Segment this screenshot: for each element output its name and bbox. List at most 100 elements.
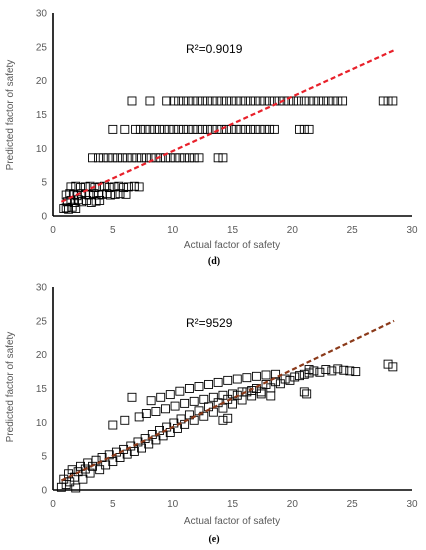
data-point <box>378 96 388 106</box>
data-point <box>141 409 151 418</box>
data-point <box>161 404 170 414</box>
data-point <box>223 413 233 423</box>
data-point <box>101 460 111 470</box>
x-tick-label: 15 <box>227 225 239 236</box>
data-point <box>293 96 303 106</box>
data-point <box>250 96 260 106</box>
data-point <box>104 183 114 193</box>
data-point <box>61 203 71 213</box>
data-point <box>251 371 261 381</box>
x-tick-label: 25 <box>347 225 359 236</box>
data-point <box>265 124 275 134</box>
data-point <box>266 391 276 401</box>
data-point <box>304 124 314 134</box>
y-tick-label: 10 <box>36 418 48 429</box>
data-point <box>295 371 304 381</box>
data-point <box>117 153 127 163</box>
trendline <box>60 319 395 482</box>
y-axis-label: Predicted factor of safety <box>5 332 16 443</box>
data-point <box>299 124 309 134</box>
data-point <box>339 365 349 375</box>
data-point <box>333 364 343 374</box>
data-point <box>146 396 156 406</box>
x-axis-label: Actual factor of safety <box>184 516 280 527</box>
data-point <box>204 379 214 389</box>
data-point <box>247 391 257 401</box>
data-point <box>383 96 393 106</box>
x-tick-label: 15 <box>227 499 239 510</box>
y-tick-label: 30 <box>36 283 48 294</box>
data-point <box>207 96 217 106</box>
data-point <box>131 124 141 134</box>
data-point <box>199 394 209 404</box>
data-point <box>132 153 142 163</box>
data-point <box>95 182 105 192</box>
x-tick-label: 30 <box>406 499 418 510</box>
data-point <box>178 96 188 106</box>
data-point <box>108 153 118 163</box>
data-point <box>134 182 144 192</box>
data-point <box>162 96 172 106</box>
data-point <box>184 384 194 393</box>
data-point <box>241 96 251 106</box>
data-point <box>127 96 137 106</box>
data-point <box>256 387 266 397</box>
data-point <box>242 373 252 383</box>
y-tick-label: 25 <box>36 42 48 53</box>
data-point <box>299 369 309 379</box>
data-point <box>100 181 109 191</box>
y-axis-title-d: Predicted factor of safety <box>5 60 16 171</box>
data-point <box>140 124 150 134</box>
data-point <box>245 96 255 106</box>
data-point <box>208 407 218 417</box>
data-point <box>198 96 208 106</box>
data-point <box>127 392 137 402</box>
data-point <box>66 182 76 192</box>
data-point <box>135 124 145 134</box>
data-point <box>338 96 348 106</box>
data-point <box>208 392 218 402</box>
data-point <box>82 195 91 205</box>
data-point <box>170 401 180 411</box>
data-point <box>71 204 81 214</box>
y-axis-title-e: Predicted factor of safety <box>5 332 16 443</box>
data-point <box>141 153 151 163</box>
data-point <box>108 420 118 430</box>
data-point <box>98 153 108 163</box>
data-point <box>119 183 129 193</box>
data-point <box>284 96 294 106</box>
data-point <box>198 124 208 134</box>
data-point <box>275 379 285 389</box>
x-tick-label: 0 <box>50 225 56 236</box>
data-point <box>155 124 164 134</box>
data-point <box>236 96 246 106</box>
data-point <box>222 124 231 134</box>
data-point <box>127 153 137 163</box>
data-point <box>271 377 281 387</box>
data-point <box>120 124 130 134</box>
data-point <box>129 446 139 456</box>
y-tick-label: 0 <box>41 486 47 497</box>
data-point <box>113 153 123 163</box>
data-point <box>184 153 194 163</box>
data-point <box>323 96 333 106</box>
data-point <box>121 189 131 199</box>
data-point <box>388 96 398 106</box>
data-point <box>180 398 190 408</box>
data-point <box>302 389 312 399</box>
x-tick-label: 5 <box>110 225 116 236</box>
data-point <box>256 389 266 399</box>
data-point <box>212 124 222 134</box>
data-point <box>226 96 236 106</box>
data-point <box>218 153 228 163</box>
data-point <box>226 124 236 134</box>
data-point <box>289 96 298 106</box>
data-point <box>76 461 85 471</box>
data-point <box>309 96 319 106</box>
data-point <box>265 96 275 106</box>
data-point <box>183 124 193 134</box>
y-tick-label: 5 <box>41 452 47 463</box>
data-point <box>202 124 212 134</box>
data-point <box>299 387 309 397</box>
